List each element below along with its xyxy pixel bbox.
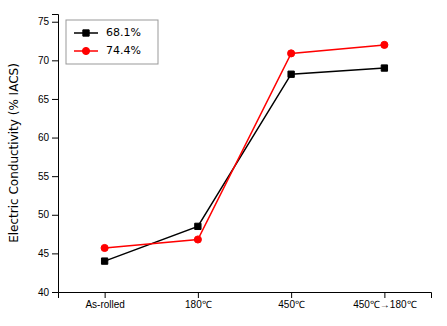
y-tick: 55 (38, 171, 58, 182)
plot: 40 45 50 55 60 65 70 75 As-rolled 180℃ 450℃ 450℃→18… (38, 15, 432, 311)
series-line (105, 45, 385, 248)
y-axis-title: Electric Conductivity (% IACS) (7, 63, 21, 243)
legend-label: 74.4% (106, 44, 141, 57)
point (101, 258, 107, 264)
series-line (105, 68, 385, 261)
y-tick: 45 (38, 248, 58, 259)
point (381, 65, 387, 71)
point (381, 41, 388, 48)
y-tick-mark (52, 292, 58, 293)
legend: 68.1% 74.4% (66, 20, 158, 64)
y-tick: 50 (38, 209, 58, 220)
point (101, 244, 108, 251)
series (101, 65, 387, 264)
y-tick-label: 75 (38, 16, 50, 27)
y-tick-label: 60 (38, 132, 50, 143)
x-tick-label: 180℃ (185, 299, 212, 310)
y-tick: 75 (38, 16, 58, 27)
y-tick-label: 40 (38, 287, 50, 298)
x-tick-mark (384, 292, 385, 298)
y-tick-label: 65 (38, 94, 50, 105)
y-tick-label: 70 (38, 55, 50, 66)
x-tick: As-rolled (85, 292, 124, 310)
legend-box (66, 20, 158, 64)
legend-marker (82, 47, 89, 54)
y-tick-mark (52, 215, 58, 216)
legend-item: 74.4% (74, 44, 141, 57)
point (195, 223, 201, 229)
x-tick-label: 450℃→180℃ (353, 299, 416, 310)
y-tick: 40 (38, 287, 58, 298)
x-tick: 450℃→180℃ (353, 292, 416, 310)
point (194, 236, 201, 243)
x-tick-label: As-rolled (85, 299, 124, 310)
point (288, 50, 295, 57)
x-tick-mark (198, 292, 199, 298)
y-axis: 40 45 50 55 60 65 70 75 (38, 15, 59, 298)
x-tick: 180℃ (185, 292, 212, 310)
y-tick-mark (52, 99, 58, 100)
x-tick: 450℃ (278, 292, 305, 310)
y-tick: 60 (38, 132, 58, 143)
y-tick-mark (52, 138, 58, 139)
x-tick-mark (291, 292, 292, 298)
x-tick-label: 450℃ (278, 299, 305, 310)
legend-marker (83, 30, 89, 36)
legend-label: 68.1% (106, 26, 141, 39)
x-tick-mark (105, 292, 106, 298)
y-tick-label: 50 (38, 209, 50, 220)
point (288, 71, 294, 77)
series (101, 41, 388, 251)
y-tick: 70 (38, 55, 58, 66)
legend-item: 68.1% (74, 26, 141, 39)
y-tick-mark (52, 176, 58, 177)
y-tick-mark (52, 253, 58, 254)
x-axis-line (59, 293, 432, 299)
y-tick-mark (52, 60, 58, 61)
y-tick-label: 55 (38, 171, 50, 182)
chart: 40 45 50 55 60 65 70 75 As-rolled 180℃ 450℃ 450℃→18… (0, 0, 447, 326)
y-tick-label: 45 (38, 248, 50, 259)
x-axis: As-rolled 180℃ 450℃ 450℃→180℃ (59, 292, 432, 310)
y-tick: 65 (38, 94, 58, 105)
y-axis-line (52, 15, 59, 293)
series-layer (101, 41, 388, 264)
y-tick-mark (52, 22, 58, 23)
